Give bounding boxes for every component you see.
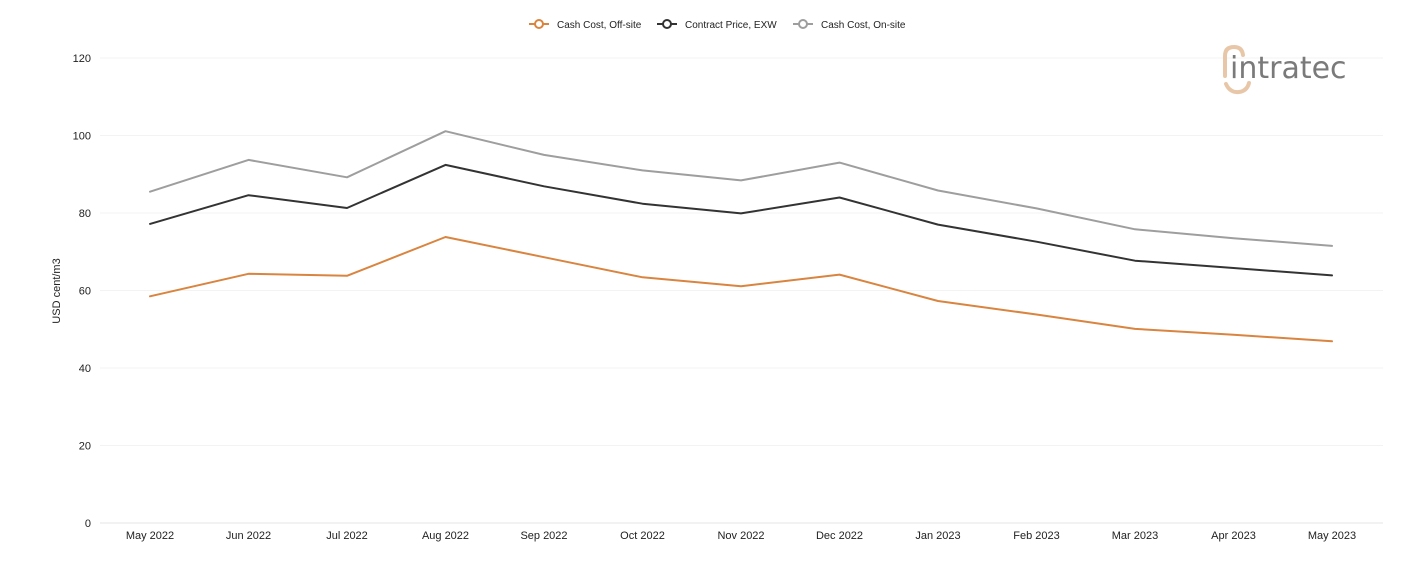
x-tick-label: Sep 2022 (520, 530, 567, 542)
legend-item[interactable]: Cash Cost, Off-site (529, 19, 642, 31)
legend-label: Cash Cost, Off-site (557, 20, 642, 31)
y-axis-ticks: 0 20 40 60 80 100 120 (73, 53, 91, 530)
series-line[interactable] (149, 236, 1333, 343)
x-tick-label: Apr 2023 (1211, 530, 1256, 542)
legend-label: Cash Cost, On-site (821, 20, 906, 31)
x-tick-label: May 2022 (126, 530, 174, 542)
x-tick-label: Jan 2023 (915, 530, 960, 542)
x-tick-label: Mar 2023 (1112, 530, 1158, 542)
series-line[interactable] (149, 130, 1333, 247)
legend-item[interactable]: Contract Price, EXW (657, 19, 777, 31)
legend-marker-icon (662, 19, 672, 29)
series-line[interactable] (149, 163, 1333, 277)
x-tick-label: Feb 2023 (1013, 530, 1059, 542)
y-tick-label: 0 (85, 518, 91, 530)
x-tick-label: Dec 2022 (816, 530, 863, 542)
logo-swoosh-icon (1224, 81, 1251, 95)
legend-label: Contract Price, EXW (685, 20, 777, 31)
legend-marker-icon (534, 19, 544, 29)
y-axis-title: USD cent/m3 (51, 258, 63, 323)
y-tick-label: 120 (73, 53, 91, 65)
x-axis-ticks: May 2022 Jun 2022 Jul 2022 Aug 2022 Sep 2022… (126, 530, 1356, 542)
x-tick-label: Jul 2022 (326, 530, 368, 542)
legend-item[interactable]: Cash Cost, On-site (793, 19, 906, 31)
x-tick-label: Oct 2022 (620, 530, 665, 542)
legend[interactable]: Cash Cost, Off-site Contract Price, EXW Ca… (529, 19, 906, 31)
intratec-logo: intratec (1223, 44, 1347, 95)
y-tick-label: 80 (79, 208, 91, 220)
y-tick-label: 40 (79, 363, 91, 375)
y-tick-label: 100 (73, 131, 91, 143)
x-tick-label: May 2023 (1308, 530, 1356, 542)
series-lines (149, 130, 1333, 343)
x-tick-label: Nov 2022 (717, 530, 764, 542)
y-tick-label: 60 (79, 286, 91, 298)
legend-marker-icon (798, 19, 808, 29)
grid-lines (100, 57, 1383, 524)
y-tick-label: 20 (79, 441, 91, 453)
x-tick-label: Aug 2022 (422, 530, 469, 542)
x-tick-label: Jun 2022 (226, 530, 271, 542)
logo-mark-icon (1223, 44, 1245, 78)
logo-text: intratec (1230, 51, 1347, 86)
